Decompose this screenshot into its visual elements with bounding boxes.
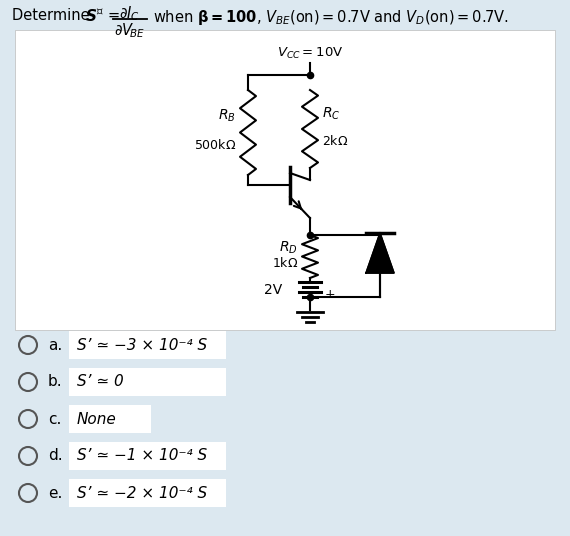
Text: S’ ≃ −1 × 10⁻⁴ S: S’ ≃ −1 × 10⁻⁴ S <box>77 449 207 464</box>
Text: 2k$\Omega$: 2k$\Omega$ <box>322 133 348 148</box>
Text: e.: e. <box>48 486 62 501</box>
Text: Determine: Determine <box>12 8 94 23</box>
Text: b.: b. <box>48 375 63 390</box>
Text: $V_{CC}=10$V: $V_{CC}=10$V <box>277 46 343 61</box>
Text: $\partial V_{\!BE}$: $\partial V_{\!BE}$ <box>115 21 146 40</box>
Text: +: + <box>325 288 336 301</box>
Text: 500k$\Omega$: 500k$\Omega$ <box>194 138 236 152</box>
FancyBboxPatch shape <box>15 30 555 330</box>
FancyBboxPatch shape <box>69 405 151 433</box>
Text: S’ ≃ −3 × 10⁻⁴ S: S’ ≃ −3 × 10⁻⁴ S <box>77 338 207 353</box>
Text: S’ ≃ 0: S’ ≃ 0 <box>77 375 124 390</box>
Text: $=$: $=$ <box>100 8 120 23</box>
FancyBboxPatch shape <box>69 442 226 470</box>
Text: $R_C$: $R_C$ <box>322 105 340 122</box>
Text: $R_B$: $R_B$ <box>218 107 236 124</box>
Text: $R_D$: $R_D$ <box>279 240 298 256</box>
Text: $\partial I_C$: $\partial I_C$ <box>120 4 140 23</box>
Text: $\bfit{S'}$: $\bfit{S'}$ <box>85 8 104 24</box>
Text: 1k$\Omega$: 1k$\Omega$ <box>272 256 298 270</box>
FancyBboxPatch shape <box>69 331 226 359</box>
Polygon shape <box>366 233 394 273</box>
Text: when $\mathbf{\beta{=}100}$, $V_{BE}$(on)$=0.7$V and $V_D$(on)$=0.7$V.: when $\mathbf{\beta{=}100}$, $V_{BE}$(on… <box>153 8 509 27</box>
Text: None: None <box>77 412 117 427</box>
Text: 2V: 2V <box>264 282 282 296</box>
Text: d.: d. <box>48 449 63 464</box>
Text: a.: a. <box>48 338 62 353</box>
FancyBboxPatch shape <box>69 479 226 507</box>
FancyBboxPatch shape <box>69 368 226 396</box>
Text: c.: c. <box>48 412 62 427</box>
Text: S’ ≃ −2 × 10⁻⁴ S: S’ ≃ −2 × 10⁻⁴ S <box>77 486 207 501</box>
